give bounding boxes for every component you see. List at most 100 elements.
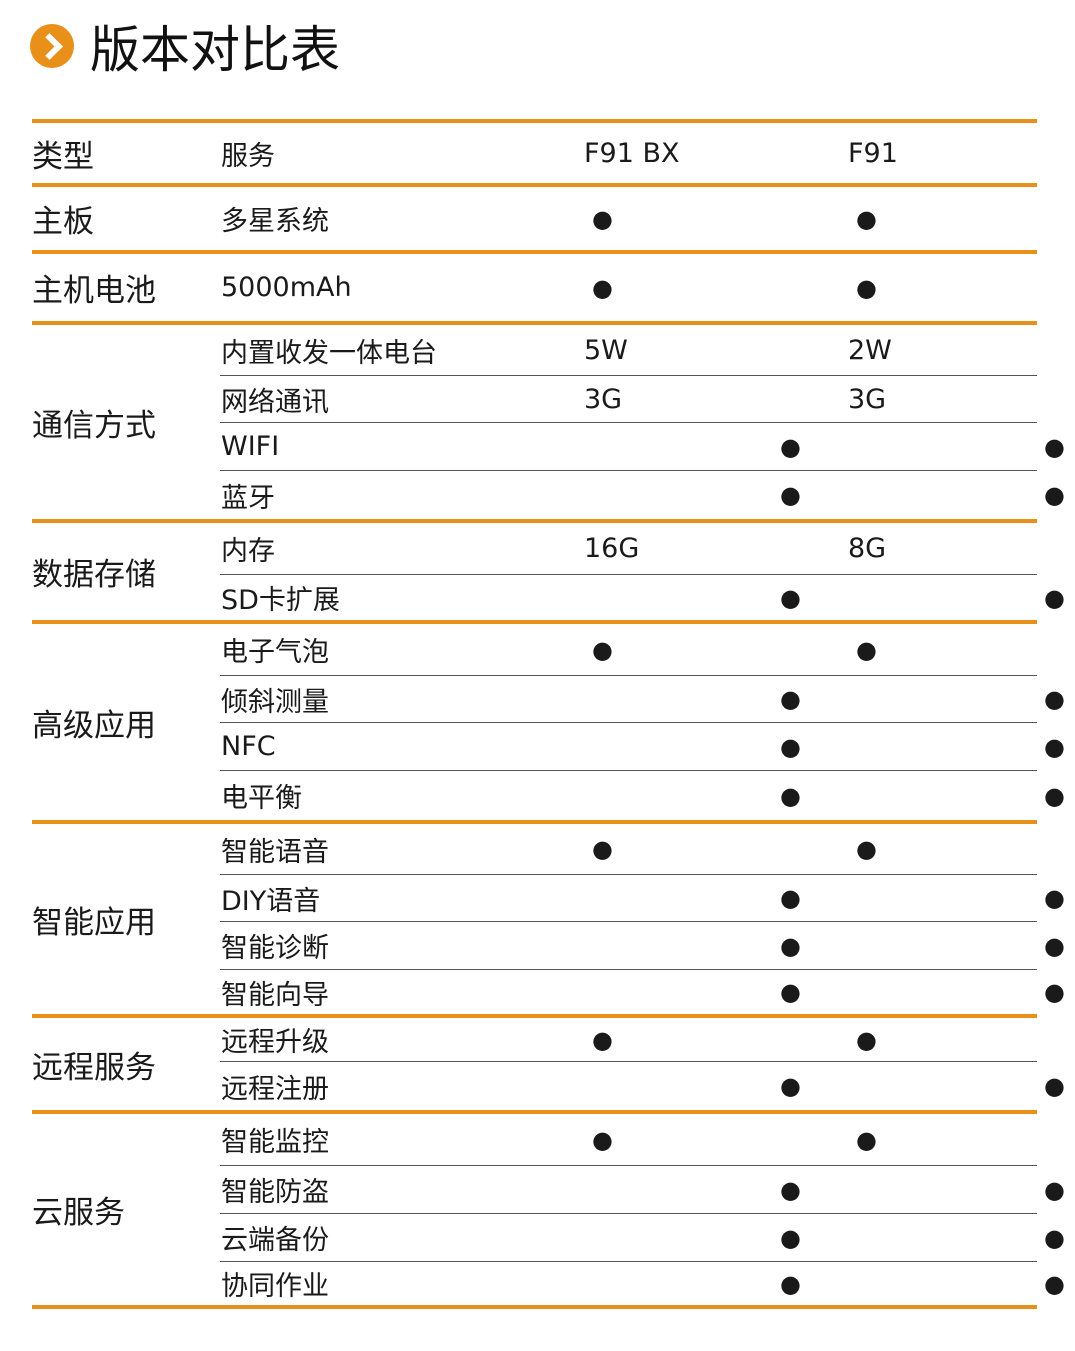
- f91bx-supported-dot: ●: [592, 635, 613, 664]
- f91-supported-dot: ●: [1044, 1223, 1065, 1252]
- table-row: 内置收发一体电台 5W 2W: [32, 325, 1037, 375]
- group-2: 通信方式 内置收发一体电台 5W 2W 网络通讯 3G 3G WIFI ● ● 蓝牙 ● ●: [32, 325, 1065, 519]
- group-4: 高级应用 电子气泡 ● ● 倾斜测量 ● ● NFC ● ● 电平衡 ● ●: [32, 624, 1065, 820]
- service-cell: 智能防盗: [221, 1177, 329, 1208]
- f91bx-supported-dot: ●: [592, 835, 613, 863]
- divider: [32, 620, 1037, 624]
- f91bx-cell: 5W: [584, 334, 628, 366]
- comparison-table: 类型 服务 F91 BX F91 主板 多星系统 ● ● 主机电池 5000mAh ● ● 通信…: [32, 119, 1065, 1309]
- f91bx-supported-dot: ●: [780, 1175, 801, 1204]
- table-row: 网络通讯 3G 3G: [220, 375, 1037, 422]
- category-label: 远程服务: [32, 1049, 156, 1086]
- f91bx-supported-dot: ●: [592, 1025, 613, 1054]
- table-row: 倾斜测量 ● ●: [220, 675, 1065, 722]
- table-row: 多星系统 ● ●: [32, 187, 1037, 250]
- f91bx-supported-dot: ●: [780, 1269, 801, 1298]
- table-row: 云端备份 ● ●: [220, 1213, 1065, 1261]
- f91-supported-dot: ●: [856, 273, 877, 302]
- category-label: 云服务: [32, 1195, 125, 1231]
- table-row: 智能诊断 ● ●: [220, 921, 1065, 969]
- f91bx-supported-dot: ●: [592, 1125, 613, 1154]
- f91-cell: 8G: [848, 533, 887, 564]
- f91-supported-dot: ●: [1044, 685, 1065, 713]
- f91bx-supported-dot: ●: [780, 884, 801, 912]
- f91bx-supported-dot: ●: [780, 481, 801, 509]
- f91bx-supported-dot: ●: [780, 931, 801, 960]
- service-cell: 智能监控: [221, 1127, 329, 1158]
- f91-supported-dot: ●: [1044, 884, 1065, 912]
- f91bx-supported-dot: ●: [592, 204, 613, 233]
- service-cell: DIY语音: [221, 885, 321, 917]
- header-f91bx: F91 BX: [584, 137, 680, 169]
- table-row: 电平衡 ● ●: [220, 770, 1065, 820]
- f91-supported-dot: ●: [1044, 1269, 1065, 1298]
- f91bx-cell: 3G: [584, 383, 623, 415]
- service-cell: 内存: [221, 536, 275, 567]
- f91-supported-dot: ●: [1044, 432, 1065, 461]
- f91-supported-dot: ●: [1044, 781, 1065, 810]
- table-row: 智能向导 ● ●: [220, 969, 1065, 1014]
- header-f91: F91: [848, 137, 898, 169]
- f91bx-supported-dot: ●: [780, 1072, 801, 1100]
- service-cell: 多星系统: [221, 206, 329, 237]
- f91bx-supported-dot: ●: [592, 273, 613, 302]
- f91bx-cell: 16G: [584, 533, 640, 564]
- divider: [32, 1014, 1037, 1018]
- table-row: 内存 16G 8G: [32, 523, 1037, 574]
- f91-supported-dot: ●: [1044, 1072, 1065, 1100]
- category-label: 智能应用: [32, 904, 156, 941]
- f91-supported-dot: ●: [856, 204, 877, 233]
- divider: [32, 519, 1037, 523]
- header-type: 类型: [32, 138, 94, 175]
- divider: [32, 250, 1037, 254]
- f91bx-supported-dot: ●: [780, 732, 801, 761]
- table-row: 5000mAh ● ●: [32, 254, 1037, 321]
- service-cell: SD卡扩展: [221, 585, 340, 616]
- f91bx-supported-dot: ●: [780, 978, 801, 1006]
- table-header: 类型 服务 F91 BX F91: [32, 123, 1037, 183]
- service-cell: 云端备份: [221, 1225, 329, 1256]
- service-cell: 智能语音: [221, 836, 329, 868]
- category-label: 主机电池: [32, 273, 156, 309]
- divider: [32, 119, 1037, 123]
- f91-supported-dot: ●: [1044, 931, 1065, 960]
- f91-cell: 3G: [848, 383, 887, 415]
- service-cell: NFC: [221, 731, 276, 762]
- f91bx-supported-dot: ●: [780, 432, 801, 461]
- group-0: 主板 多星系统 ● ●: [32, 187, 1037, 250]
- service-cell: 电子气泡: [221, 637, 329, 668]
- page-title: 版本对比表: [30, 14, 340, 79]
- divider: [32, 321, 1037, 325]
- table-row: 协同作业 ● ●: [220, 1261, 1065, 1305]
- f91-supported-dot: ●: [1044, 978, 1065, 1006]
- f91-supported-dot: ●: [856, 1125, 877, 1154]
- f91-supported-dot: ●: [1044, 481, 1065, 509]
- f91-supported-dot: ●: [856, 835, 877, 863]
- service-cell: 远程注册: [221, 1073, 329, 1105]
- divider: [32, 1110, 1037, 1114]
- f91-supported-dot: ●: [1044, 583, 1065, 612]
- service-cell: 倾斜测量: [221, 686, 329, 718]
- group-3: 数据存储 内存 16G 8G SD卡扩展 ● ●: [32, 523, 1065, 620]
- table-row: DIY语音 ● ●: [220, 874, 1065, 921]
- f91-supported-dot: ●: [1044, 1175, 1065, 1204]
- service-cell: 智能诊断: [221, 933, 329, 964]
- group-7: 云服务 智能监控 ● ● 智能防盗 ● ● 云端备份 ● ● 协同作业 ● ●: [32, 1114, 1065, 1305]
- service-cell: 蓝牙: [221, 482, 275, 514]
- service-cell: 协同作业: [221, 1271, 329, 1302]
- table-row: 远程升级 ● ●: [32, 1018, 1037, 1061]
- f91-supported-dot: ●: [856, 635, 877, 664]
- service-cell: 远程升级: [221, 1027, 329, 1058]
- table-row: 智能语音 ● ●: [32, 824, 1037, 874]
- group-1: 主机电池 5000mAh ● ●: [32, 254, 1037, 321]
- service-cell: WIFI: [221, 431, 280, 462]
- table-row: 蓝牙 ● ●: [220, 470, 1065, 519]
- group-5: 智能应用 智能语音 ● ● DIY语音 ● ● 智能诊断 ● ● 智能向导 ● ●: [32, 824, 1065, 1014]
- f91bx-supported-dot: ●: [780, 583, 801, 612]
- service-cell: 网络通讯: [221, 386, 329, 418]
- f91bx-supported-dot: ●: [780, 685, 801, 713]
- category-label: 通信方式: [32, 407, 156, 444]
- category-label: 数据存储: [32, 557, 156, 593]
- title-text: 版本对比表: [90, 21, 340, 79]
- table-row: 智能监控 ● ●: [32, 1114, 1037, 1165]
